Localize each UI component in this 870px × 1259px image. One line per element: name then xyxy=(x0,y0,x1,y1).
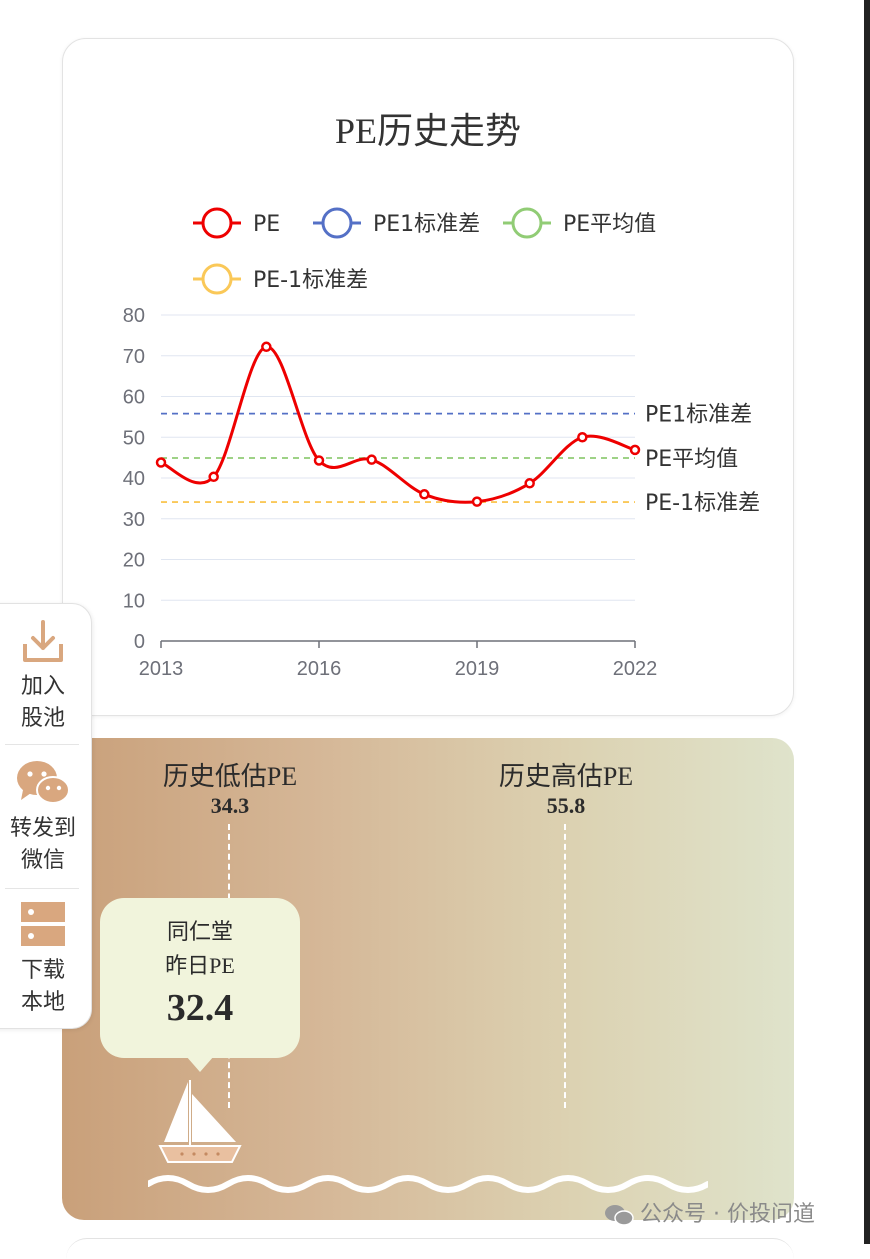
pe-point xyxy=(629,444,641,456)
chart-card: PE历史走势 PE PE1标准差 PE平均值 PE-1标准差 0 10 20 30 40 50 6… xyxy=(62,38,794,716)
sailboat-icon xyxy=(158,1080,242,1163)
reference-line-label: PE1标准差 xyxy=(645,403,752,428)
server-icon xyxy=(21,902,65,946)
wechat-small-icon xyxy=(605,1205,634,1226)
y-tick-label: 60 xyxy=(123,387,145,409)
pe-series xyxy=(155,341,641,507)
x-tick-label: 2022 xyxy=(613,658,658,680)
y-tick-label: 0 xyxy=(134,631,145,653)
low-pe-marker: 历史低估PE 34.3 xyxy=(150,756,310,819)
x-axis: 2013 2016 2019 2022 xyxy=(139,640,658,680)
download-local-label-1: 下载 xyxy=(20,958,65,983)
reference-line-label: PE-1标准差 xyxy=(645,491,760,516)
wechat-icon xyxy=(17,761,70,804)
divider xyxy=(5,888,79,889)
y-tick-label: 80 xyxy=(123,305,145,327)
legend-label: PE1标准差 xyxy=(373,212,480,237)
pe-point xyxy=(419,489,430,500)
download-local-label-2: 本地 xyxy=(20,990,65,1015)
stock-name: 同仁堂 xyxy=(166,919,233,944)
current-pe-value: 32.4 xyxy=(166,987,234,1029)
y-tick-label: 40 xyxy=(123,468,145,490)
legend-marker xyxy=(321,207,353,239)
download-local-button[interactable]: 下载 本地 xyxy=(0,898,91,1019)
chart-title: PE历史走势 xyxy=(335,111,521,151)
y-tick-label: 50 xyxy=(123,427,145,449)
pe-point xyxy=(313,455,325,466)
next-card-edge xyxy=(66,1238,794,1259)
footer-text: 公众号 · 价投问道 xyxy=(640,1202,815,1227)
legend: PE PE1标准差 PE平均值 PE-1标准差 xyxy=(193,207,656,295)
pe-chart: PE历史走势 PE PE1标准差 PE平均值 PE-1标准差 0 10 20 30 40 50 6… xyxy=(123,111,760,680)
legend-label: PE-1标准差 xyxy=(253,268,368,293)
pe-line xyxy=(160,345,636,504)
wave-decoration xyxy=(148,1175,708,1193)
low-pe-value: 34.3 xyxy=(210,793,250,818)
add-to-pool-button[interactable]: 加入 股池 xyxy=(0,614,91,735)
high-pe-marker: 历史高估PE 55.8 xyxy=(486,756,646,819)
pe-point xyxy=(524,478,535,489)
high-pe-label: 历史高估PE xyxy=(498,762,634,791)
right-edge-bar xyxy=(864,0,870,1244)
legend-marker xyxy=(201,263,233,295)
pe-point xyxy=(208,471,219,483)
low-pe-label: 历史低估PE xyxy=(162,762,298,791)
y-tick-label: 20 xyxy=(123,550,145,572)
divider xyxy=(5,744,79,745)
legend-label: PE平均值 xyxy=(563,212,656,237)
pe-point xyxy=(577,432,588,443)
grid xyxy=(161,314,635,601)
x-tick-label: 2016 xyxy=(297,658,342,680)
x-tick-label: 2019 xyxy=(455,658,500,680)
high-pe-value: 55.8 xyxy=(546,793,586,818)
pe-point xyxy=(261,341,272,353)
footer-watermark: 公众号 · 价投问道 xyxy=(604,1196,815,1228)
reference-lines: PE1标准差 PE平均值 PE-1标准差 xyxy=(161,403,760,516)
y-axis: 0 10 20 30 40 50 60 70 80 xyxy=(123,305,145,653)
pe-point xyxy=(366,454,377,465)
add-to-pool-label-2: 股池 xyxy=(20,706,65,731)
pe-point xyxy=(471,496,483,507)
y-tick-label: 70 xyxy=(123,346,145,368)
legend-label: PE xyxy=(253,212,280,237)
current-pe-bubble: 同仁堂 昨日PE 32.4 xyxy=(100,898,300,1058)
share-wechat-label-2: 微信 xyxy=(20,848,65,873)
pe-point xyxy=(155,457,167,468)
share-wechat-label-1: 转发到 xyxy=(9,816,76,841)
high-pe-line xyxy=(564,824,566,1108)
share-wechat-button[interactable]: 转发到 微信 xyxy=(0,756,91,877)
reference-line-label: PE平均值 xyxy=(645,447,738,472)
pe-caption: 昨日PE xyxy=(165,953,235,978)
add-to-pool-label-1: 加入 xyxy=(20,674,65,699)
bubble-pointer xyxy=(186,1056,214,1072)
y-tick-label: 10 xyxy=(123,590,145,612)
legend-marker xyxy=(201,207,233,239)
y-tick-label: 30 xyxy=(123,509,145,531)
legend-marker xyxy=(511,207,543,239)
download-icon xyxy=(23,620,63,662)
x-tick-label: 2013 xyxy=(139,658,184,680)
side-panel: 加入 股池 转发到 微信 下载 本地 xyxy=(0,603,92,1029)
